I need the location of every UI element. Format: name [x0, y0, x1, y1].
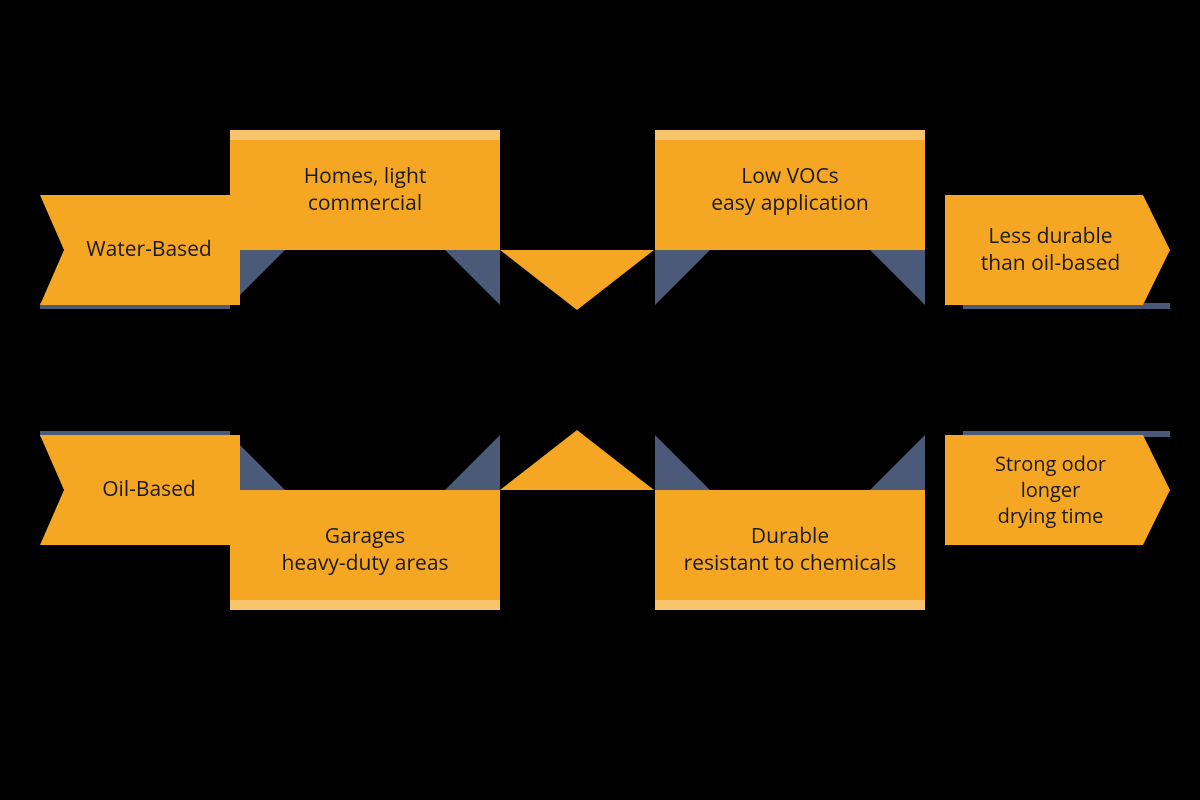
- row2-left-banner: Oil-Based: [40, 435, 240, 545]
- row2-right-banner: Strong odor longer drying time: [945, 435, 1170, 545]
- row2-rect1-accent: [230, 600, 500, 610]
- row2-left-label: Oil-Based: [102, 476, 196, 503]
- row2-right-line1: Strong odor: [995, 450, 1106, 477]
- row1-left-banner: Water-Based: [40, 195, 240, 305]
- row2-mid-tri: [500, 430, 654, 490]
- row1-left-label: Water-Based: [86, 236, 212, 263]
- row1-rect2-accent: [655, 130, 925, 140]
- row2-rect1: Garages heavy-duty areas: [230, 490, 500, 610]
- row1-right-line1: Less durable: [988, 222, 1112, 250]
- row1-fold-2r: [870, 250, 925, 305]
- row1-rect2-line2: easy application: [711, 189, 868, 217]
- row1-mid-tri: [500, 250, 654, 310]
- row2-rect2-text: Durable resistant to chemicals: [684, 523, 897, 578]
- row1-right-banner: Less durable than oil-based: [945, 195, 1170, 305]
- row1-rect1: Homes, light commercial: [230, 130, 500, 250]
- row1-right-line2: than oil-based: [981, 249, 1121, 277]
- row2-rect1-line2: heavy-duty areas: [281, 549, 448, 577]
- row2-rect2-line2: resistant to chemicals: [684, 549, 897, 577]
- row2-rect2-line1: Durable: [751, 522, 829, 550]
- row1-rect1-line2: commercial: [308, 189, 422, 217]
- row1-rect1-line1: Homes, light: [304, 162, 427, 190]
- row1-rect2-line1: Low VOCs: [741, 162, 838, 190]
- row1-rect1-text: Homes, light commercial: [304, 163, 427, 218]
- row2-rect2: Durable resistant to chemicals: [655, 490, 925, 610]
- row1-fold-1r: [445, 250, 500, 305]
- row1-rect2-text: Low VOCs easy application: [711, 163, 868, 218]
- row1-right-text: Less durable than oil-based: [981, 223, 1121, 278]
- row2-right-line3: drying time: [998, 502, 1104, 529]
- row2-rect1-text: Garages heavy-duty areas: [281, 523, 448, 578]
- row2-right-text: Strong odor longer drying time: [995, 451, 1106, 529]
- row1-fold-2l: [655, 250, 710, 305]
- row2-fold-2r: [870, 435, 925, 490]
- row2-rect2-accent: [655, 600, 925, 610]
- row2-fold-1r: [445, 435, 500, 490]
- row2-right-line2: longer: [1021, 476, 1081, 503]
- row1-rect2: Low VOCs easy application: [655, 130, 925, 250]
- row2-fold-2l: [655, 435, 710, 490]
- row2-rect1-line1: Garages: [325, 522, 405, 550]
- row1-rect1-accent: [230, 130, 500, 140]
